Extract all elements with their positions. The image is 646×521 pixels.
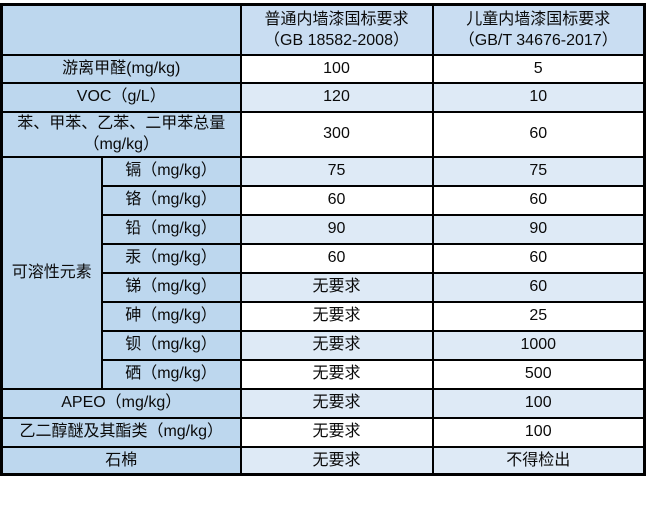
value-normal: 无要求 [239, 329, 434, 361]
row-glycol-ethers: 乙二醇醚及其酯类（mg/kg） 无要求 100 [0, 416, 646, 448]
row-label: 汞（mg/kg） [100, 242, 242, 274]
value-normal: 90 [239, 213, 434, 245]
value-child: 不得检出 [431, 445, 646, 476]
row-lead: 铅（mg/kg） 90 90 [2, 213, 646, 245]
value-normal: 120 [239, 81, 434, 113]
row-label: 镉（mg/kg） [100, 155, 242, 187]
value-normal: 无要求 [239, 445, 434, 476]
header-child-line2: （GB/T 34676-2017） [458, 31, 618, 49]
value-child: 100 [431, 387, 646, 419]
value-normal: 无要求 [239, 271, 434, 303]
soluble-elements-group-label: 可溶性元素 [0, 155, 103, 390]
row-label: 石棉 [0, 445, 242, 476]
row-selenium: 硒（mg/kg） 无要求 500 [2, 358, 646, 390]
row-arsenic: 砷（mg/kg） 无要求 25 [2, 300, 646, 332]
corner-cell [0, 3, 242, 56]
header-normal-line1: 普通内墙漆国标要求 [264, 10, 409, 28]
row-free-formaldehyde: 游离甲醛(mg/kg) 100 5 [0, 53, 646, 84]
paint-standards-table: 普通内墙漆国标要求 （GB 18582-2008） 儿童内墙漆国标要求 （GB/… [0, 3, 646, 476]
value-normal: 75 [239, 155, 434, 187]
value-normal: 无要求 [239, 358, 434, 390]
row-antimony: 锑（mg/kg） 无要求 60 [2, 271, 646, 303]
row-voc: VOC（g/L） 120 10 [0, 81, 646, 113]
row-label: 铅（mg/kg） [100, 213, 242, 245]
row-label: 砷（mg/kg） [100, 300, 242, 332]
row-label: APEO（mg/kg） [0, 387, 242, 419]
value-normal: 无要求 [239, 387, 434, 419]
row-label: 苯、甲苯、乙苯、二甲苯总量（mg/kg） [0, 110, 242, 158]
value-child: 60 [431, 242, 646, 274]
value-child: 60 [431, 110, 646, 158]
row-label: 乙二醇醚及其酯类（mg/kg） [0, 416, 242, 448]
row-barium: 钡（mg/kg） 无要求 1000 [2, 329, 646, 361]
header-normal-line2: （GB 18582-2008） [264, 31, 409, 49]
row-label: 锑（mg/kg） [100, 271, 242, 303]
row-label: 游离甲醛(mg/kg) [0, 53, 242, 84]
row-apeo: APEO（mg/kg） 无要求 100 [0, 387, 646, 419]
value-normal: 60 [239, 242, 434, 274]
value-child: 10 [431, 81, 646, 113]
row-cadmium: 可溶性元素 镉（mg/kg） 75 75 [0, 155, 646, 390]
value-normal: 无要求 [239, 300, 434, 332]
row-label: 钡（mg/kg） [100, 329, 242, 361]
header-child-line1: 儿童内墙漆国标要求 [466, 10, 611, 28]
value-normal: 60 [239, 184, 434, 216]
value-child: 1000 [431, 329, 646, 361]
header-row: 普通内墙漆国标要求 （GB 18582-2008） 儿童内墙漆国标要求 （GB/… [0, 3, 646, 56]
value-normal: 100 [239, 53, 434, 84]
row-mercury: 汞（mg/kg） 60 60 [2, 242, 646, 274]
value-child: 75 [431, 155, 646, 187]
row-asbestos: 石棉 无要求 不得检出 [0, 445, 646, 476]
value-normal: 300 [239, 110, 434, 158]
value-child: 5 [431, 53, 646, 84]
value-normal: 无要求 [239, 416, 434, 448]
value-child: 25 [431, 300, 646, 332]
row-benzene-total: 苯、甲苯、乙苯、二甲苯总量（mg/kg） 300 60 [0, 110, 646, 158]
value-child: 500 [431, 358, 646, 390]
row-label: VOC（g/L） [0, 81, 242, 113]
row-chromium: 铬（mg/kg） 60 60 [2, 184, 646, 216]
value-child: 90 [431, 213, 646, 245]
header-child-paint: 儿童内墙漆国标要求 （GB/T 34676-2017） [431, 3, 646, 56]
header-normal-paint: 普通内墙漆国标要求 （GB 18582-2008） [239, 3, 434, 56]
value-child: 60 [431, 184, 646, 216]
value-child: 100 [431, 416, 646, 448]
row-label: 硒（mg/kg） [100, 358, 242, 390]
row-label: 铬（mg/kg） [100, 184, 242, 216]
value-child: 60 [431, 271, 646, 303]
